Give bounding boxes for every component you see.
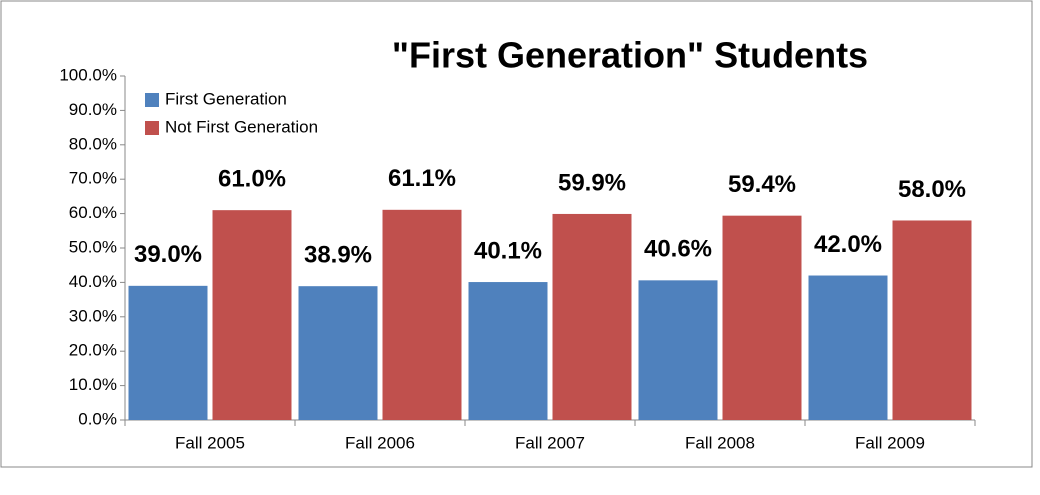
chart-title: "First Generation" Students <box>392 35 868 76</box>
y-tick-label: 50.0% <box>69 237 117 256</box>
value-label: 40.1% <box>474 237 542 264</box>
value-label: 40.6% <box>644 236 712 263</box>
y-tick-label: 30.0% <box>69 306 117 325</box>
x-tick-label: Fall 2008 <box>685 433 755 452</box>
x-tick-label: Fall 2005 <box>175 433 245 452</box>
legend-label: Not First Generation <box>165 117 318 136</box>
y-tick-label: 70.0% <box>69 169 117 188</box>
y-tick-label: 80.0% <box>69 134 117 153</box>
x-tick-label: Fall 2007 <box>515 433 585 452</box>
value-label: 61.1% <box>388 165 456 192</box>
y-tick-label: 10.0% <box>69 375 117 394</box>
y-tick-label: 0.0% <box>78 409 117 428</box>
y-tick-label: 100.0% <box>59 65 117 84</box>
bar <box>128 285 208 420</box>
bar <box>892 220 972 420</box>
bar <box>808 275 888 420</box>
value-label: 58.0% <box>898 176 966 203</box>
bar <box>468 282 548 420</box>
bar <box>722 215 802 420</box>
value-label: 42.0% <box>814 231 882 258</box>
legend-swatch <box>145 93 159 107</box>
value-label: 38.9% <box>304 242 372 269</box>
value-label: 59.9% <box>558 169 626 196</box>
y-tick-label: 40.0% <box>69 272 117 291</box>
y-tick-label: 90.0% <box>69 100 117 119</box>
legend-label: First Generation <box>165 89 287 108</box>
y-tick-label: 20.0% <box>69 341 117 360</box>
value-label: 61.0% <box>218 166 286 193</box>
x-tick-label: Fall 2009 <box>855 433 925 452</box>
y-tick-label: 60.0% <box>69 203 117 222</box>
bar <box>298 286 378 420</box>
value-label: 59.4% <box>728 171 796 198</box>
bar <box>212 210 292 420</box>
bar <box>382 209 462 420</box>
bar <box>552 213 632 420</box>
legend-swatch <box>145 121 159 135</box>
value-label: 39.0% <box>134 241 202 268</box>
x-tick-label: Fall 2006 <box>345 433 415 452</box>
bar <box>638 280 718 420</box>
